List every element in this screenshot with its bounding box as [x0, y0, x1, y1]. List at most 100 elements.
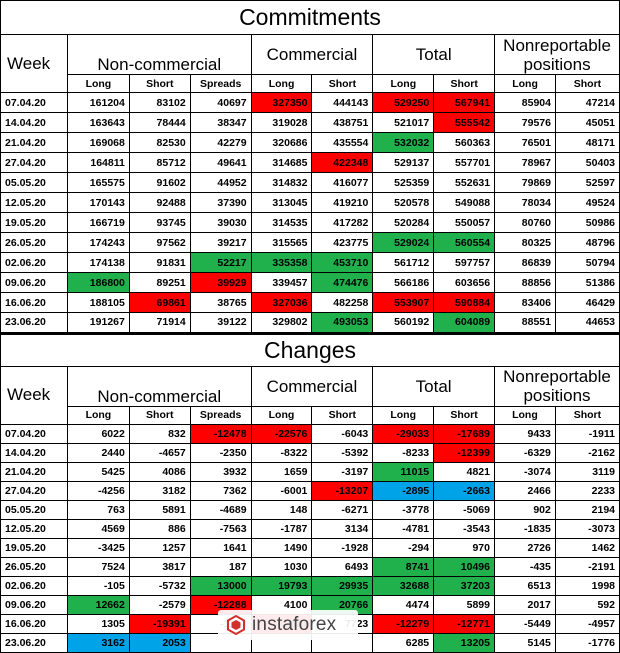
value-cell: -435 — [493, 556, 556, 577]
value-cell: 590884 — [433, 292, 496, 313]
value-cell: 38765 — [189, 292, 252, 313]
value-cell: 86839 — [494, 252, 556, 273]
column-header: Long — [66, 74, 130, 93]
column-header: Short — [433, 405, 495, 425]
value-cell: -19391 — [128, 613, 191, 634]
value-cell: 82530 — [128, 132, 191, 153]
value-cell: -22576 — [250, 423, 313, 444]
value-cell: 549088 — [433, 192, 496, 213]
value-cell: -3073 — [554, 518, 620, 539]
table-row: 19.05.20 166719 93745 39030 314535 417282 5202… — [0, 212, 620, 233]
value-cell: 1659 — [250, 461, 313, 482]
value-cell: 1641 — [189, 537, 252, 558]
value-cell: -12771 — [433, 613, 495, 634]
value-cell: 553907 — [372, 292, 435, 313]
table-row: 16.06.20 188105 69861 38765 327036 482258 5539… — [0, 292, 620, 313]
value-cell: 560554 — [433, 232, 496, 253]
value-cell: -6001 — [250, 480, 313, 501]
value-cell: 902 — [493, 499, 556, 520]
watermark-text: instaforex — [252, 614, 337, 635]
value-cell: 529137 — [372, 152, 435, 173]
value-cell: 6513 — [493, 575, 556, 596]
week-date: 12.05.20 — [0, 518, 68, 539]
value-cell: 417282 — [311, 212, 374, 233]
value-cell: 46429 — [554, 292, 620, 313]
value-cell: 315565 — [250, 232, 313, 253]
value-cell: -2663 — [433, 480, 495, 501]
column-header: Long — [250, 405, 313, 425]
value-cell: 11015 — [372, 461, 435, 482]
value-cell: 39122 — [189, 312, 252, 334]
value-cell: -6043 — [311, 423, 374, 444]
week-date: 05.05.20 — [0, 499, 68, 520]
value-cell: 170143 — [66, 192, 130, 213]
value-cell: 93745 — [128, 212, 191, 233]
value-cell: 521017 — [372, 112, 435, 133]
value-cell: 314535 — [250, 212, 313, 233]
value-cell: 12662 — [66, 594, 130, 615]
table-row: 14.04.20 2440 -4657 -2350 -8322 -5392 -8233 -12… — [0, 442, 620, 463]
commercial-header: Commercial — [250, 34, 374, 75]
week-date: 05.05.20 — [0, 172, 68, 193]
changes-title: Changes — [0, 333, 620, 367]
week-header: Week — [0, 34, 68, 93]
value-cell: 85712 — [128, 152, 191, 173]
value-cell: 91602 — [128, 172, 191, 193]
value-cell: 520284 — [372, 212, 435, 233]
value-cell: 50986 — [554, 212, 620, 233]
value-cell: 164811 — [66, 152, 130, 173]
value-cell: -3778 — [372, 499, 435, 520]
value-cell: -1835 — [493, 518, 556, 539]
value-cell: 970 — [433, 537, 495, 558]
value-cell: 165575 — [66, 172, 130, 193]
value-cell: 85904 — [494, 92, 556, 113]
nonreportable-header: Nonreportable positions — [494, 34, 620, 75]
week-date: 27.04.20 — [0, 152, 68, 173]
column-header: Short — [311, 74, 374, 93]
week-date: 27.04.20 — [0, 480, 68, 501]
value-cell: 3182 — [128, 480, 191, 501]
value-cell: 319028 — [250, 112, 313, 133]
week-date: 23.06.20 — [0, 312, 68, 334]
value-cell: 51386 — [554, 272, 620, 293]
table-row: 27.04.20 -4256 3182 7362 -6001 -13207 -2895 -26… — [0, 480, 620, 501]
value-cell: -29033 — [372, 423, 435, 444]
value-cell: 174243 — [66, 232, 130, 253]
value-cell: 79576 — [494, 112, 556, 133]
value-cell: 453710 — [311, 252, 374, 273]
value-cell: 2726 — [493, 537, 556, 558]
week-date: 21.04.20 — [0, 132, 68, 153]
value-cell: 529024 — [372, 232, 435, 253]
value-cell: -12478 — [189, 423, 252, 444]
value-cell: 444143 — [311, 92, 374, 113]
value-cell: 80325 — [494, 232, 556, 253]
value-cell: 3817 — [128, 556, 191, 577]
week-date: 02.06.20 — [0, 575, 68, 596]
value-cell: 604089 — [433, 312, 496, 334]
column-header: Long — [372, 74, 435, 93]
value-cell: 592 — [554, 594, 620, 615]
table-row: 12.05.20 170143 92488 37390 313045 419210 5205… — [0, 192, 620, 213]
column-header: Short — [311, 405, 374, 425]
value-cell: 320686 — [250, 132, 313, 153]
value-cell: 50794 — [554, 252, 620, 273]
value-cell: 40697 — [189, 92, 252, 113]
table-row: 21.04.20 169068 82530 42279 320686 435554 5320… — [0, 132, 620, 153]
value-cell: 32688 — [372, 575, 435, 596]
value-cell: 1490 — [250, 537, 313, 558]
value-cell: 327036 — [250, 292, 313, 313]
value-cell: 529250 — [372, 92, 435, 113]
value-cell: -3074 — [493, 461, 556, 482]
value-cell: 566186 — [372, 272, 435, 293]
total-header: Total — [372, 34, 496, 75]
value-cell: 6493 — [311, 556, 374, 577]
column-header: Short — [433, 74, 496, 93]
value-cell: 3932 — [189, 461, 252, 482]
value-cell: -2579 — [128, 594, 191, 615]
commitments-table: Commitments Week Non-commercial Commercial T… — [0, 0, 620, 334]
value-cell: 603656 — [433, 272, 496, 293]
table-row: 14.04.20 163643 78444 38347 319028 438751 5210… — [0, 112, 620, 133]
value-cell: 329802 — [250, 312, 313, 334]
table-row: 23.06.20 191267 71914 39122 329802 493053 5601… — [0, 312, 620, 334]
